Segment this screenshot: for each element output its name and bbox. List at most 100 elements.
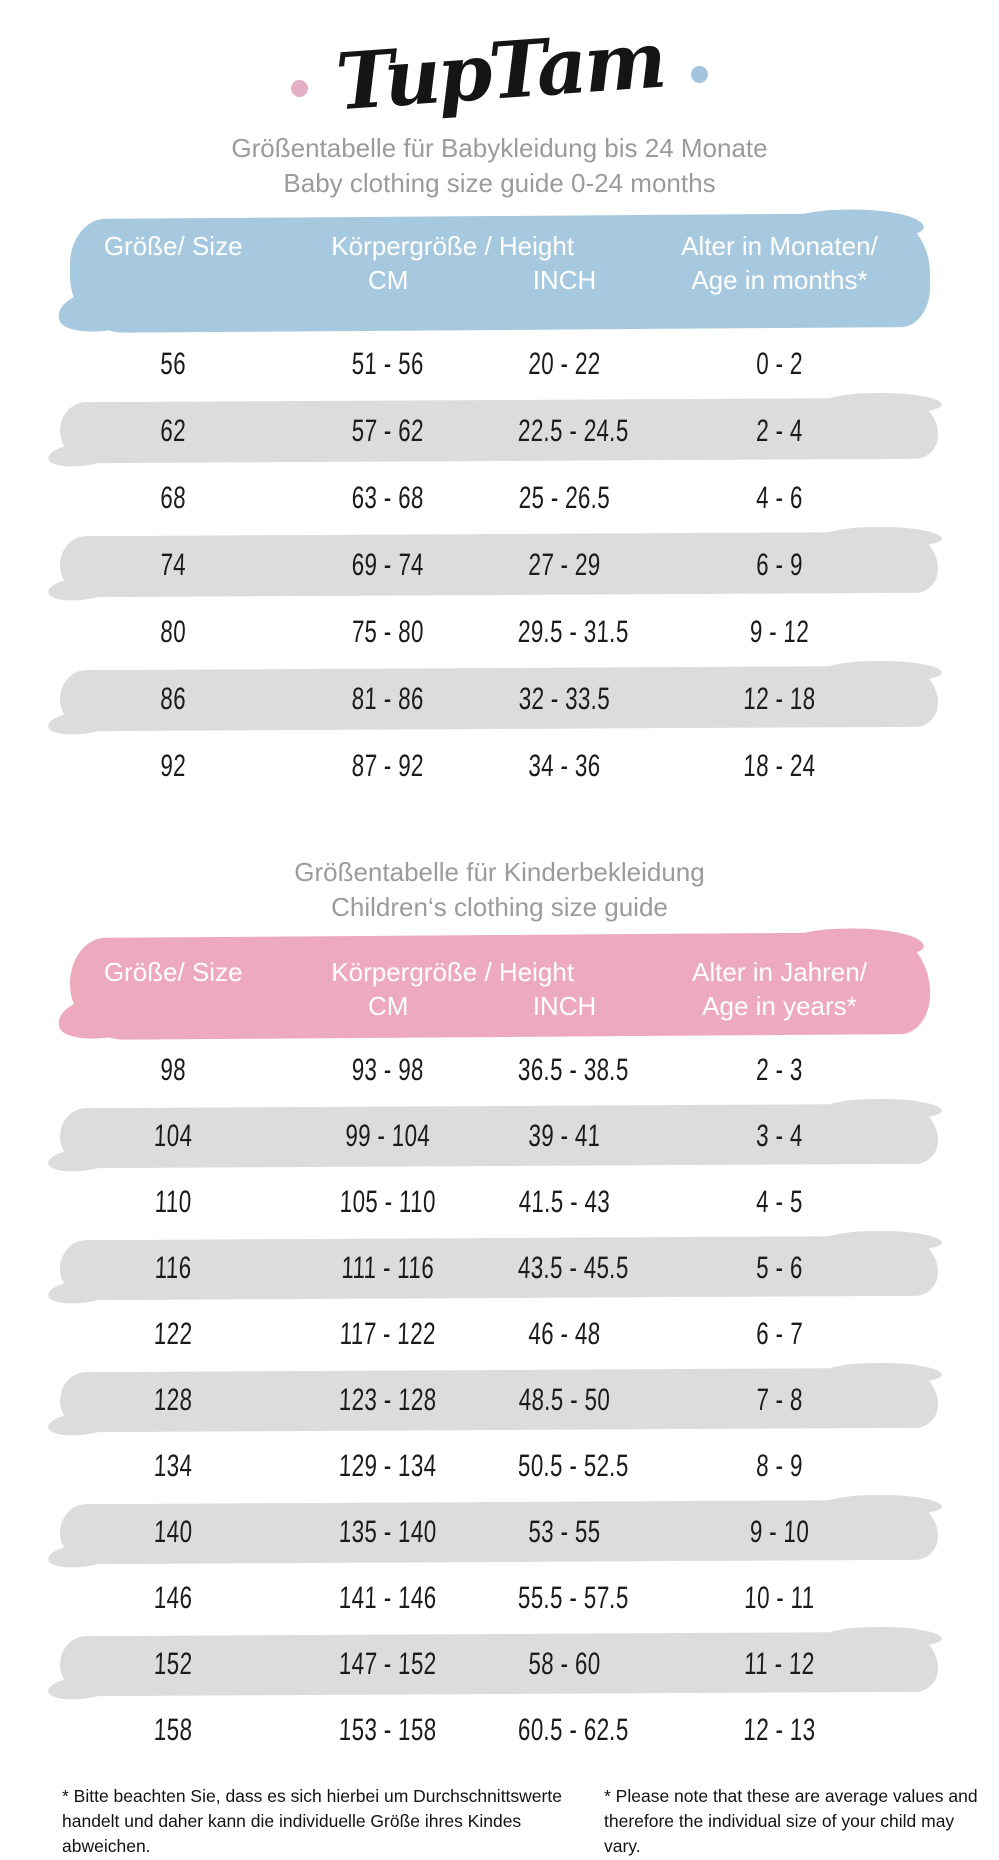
- table-row: 56 51 - 56 20 - 22 0 - 2: [70, 330, 930, 397]
- height-cm-cell: 135 - 140: [338, 1514, 438, 1549]
- height-inch-cell: 29.5 - 31.5: [517, 613, 630, 649]
- header-age-label-de: Alter in Monaten/: [681, 231, 878, 261]
- table-row: 140 135 - 140 53 - 55 9 - 10: [59, 1499, 939, 1565]
- height-cm-cell: 93 - 98: [351, 1052, 425, 1087]
- header-age-label-en: Age in years*: [702, 991, 857, 1021]
- size-cell: 74: [159, 546, 187, 582]
- height-inch-cell: 39 - 41: [527, 1118, 602, 1153]
- header-age-label-de: Alter in Jahren/: [692, 957, 867, 987]
- header-inch-label: INCH: [532, 265, 597, 295]
- table-row: 98 93 - 98 36.5 - 38.5 2 - 3: [70, 1037, 930, 1103]
- height-cm-cell: 57 - 62: [351, 412, 425, 448]
- size-cell: 128: [153, 1382, 194, 1417]
- table-row: 104 99 - 104 39 - 41 3 - 4: [59, 1103, 939, 1169]
- height-inch-cell: 20 - 22: [527, 345, 602, 381]
- height-inch-cell: 25 - 26.5: [518, 479, 611, 515]
- table-row: 146 141 - 146 55.5 - 57.5 10 - 11: [70, 1565, 930, 1631]
- table-row: 116 111 - 116 43.5 - 45.5 5 - 6: [59, 1235, 939, 1301]
- height-cm-cell: 123 - 128: [338, 1382, 438, 1417]
- size-cell: 158: [153, 1712, 194, 1747]
- size-cell: 134: [153, 1448, 194, 1483]
- height-inch-cell: 50.5 - 52.5: [517, 1448, 630, 1483]
- size-cell: 68: [159, 479, 187, 515]
- age-cell: 12 - 18: [742, 680, 817, 716]
- baby-table-body: 56 51 - 56 20 - 22 0 - 2 62 57 - 62 22.5…: [59, 330, 939, 799]
- age-cell: 4 - 5: [755, 1184, 804, 1219]
- height-cm-cell: 75 - 80: [351, 613, 425, 649]
- size-cell: 140: [153, 1514, 194, 1549]
- table-row: 92 87 - 92 34 - 36 18 - 24: [70, 732, 930, 799]
- table-row: 122 117 - 122 46 - 48 6 - 7: [70, 1301, 930, 1367]
- header-age-label-en: Age in months*: [691, 265, 868, 295]
- header-cm-label: CM: [367, 265, 409, 295]
- size-cell: 122: [153, 1316, 194, 1351]
- height-cm-cell: 81 - 86: [351, 680, 425, 716]
- age-cell: 4 - 6: [755, 479, 804, 515]
- baby-section-title: Größentabelle für Babykleidung bis 24 Mo…: [0, 131, 999, 201]
- height-inch-cell: 48.5 - 50: [518, 1382, 611, 1417]
- children-title-en: Children‘s clothing size guide: [331, 892, 668, 922]
- height-cm-cell: 69 - 74: [351, 546, 425, 582]
- table-row: 158 153 - 158 60.5 - 62.5 12 - 13: [70, 1697, 930, 1763]
- height-inch-cell: 36.5 - 38.5: [517, 1052, 630, 1087]
- header-size-label: Größe/ Size: [103, 231, 243, 261]
- height-cm-cell: 153 - 158: [338, 1712, 438, 1747]
- height-cm-cell: 117 - 122: [339, 1316, 437, 1351]
- age-cell: 8 - 9: [755, 1448, 804, 1483]
- blue-dot-icon: [691, 65, 709, 83]
- height-cm-cell: 87 - 92: [351, 747, 425, 783]
- header-inch-label: INCH: [532, 991, 597, 1021]
- height-cm-cell: 141 - 146: [338, 1580, 438, 1615]
- age-cell: 12 - 13: [742, 1712, 817, 1747]
- height-cm-cell: 111 - 116: [341, 1250, 436, 1285]
- height-cm-cell: 129 - 134: [338, 1448, 438, 1483]
- children-section-title: Größentabelle für Kinderbekleidung Child…: [0, 855, 999, 925]
- header-cm-label: CM: [367, 991, 409, 1021]
- height-inch-cell: 27 - 29: [527, 546, 602, 582]
- height-inch-cell: 43.5 - 45.5: [517, 1250, 630, 1285]
- age-cell: 2 - 3: [755, 1052, 804, 1087]
- baby-table-header: Größe/ Size Körpergröße / Height Alter i…: [69, 212, 931, 334]
- size-cell: 98: [159, 1052, 187, 1087]
- age-cell: 18 - 24: [742, 747, 817, 783]
- table-row: 86 81 - 86 32 - 33.5 12 - 18: [59, 665, 939, 732]
- height-inch-cell: 22.5 - 24.5: [517, 412, 630, 448]
- height-inch-cell: 60.5 - 62.5: [517, 1712, 630, 1747]
- size-cell: 80: [159, 613, 187, 649]
- age-cell: 9 - 12: [749, 613, 810, 649]
- table-row: 128 123 - 128 48.5 - 50 7 - 8: [59, 1367, 939, 1433]
- age-cell: 0 - 2: [755, 345, 804, 381]
- table-row: 134 129 - 134 50.5 - 52.5 8 - 9: [70, 1433, 930, 1499]
- height-inch-cell: 41.5 - 43: [518, 1184, 611, 1219]
- height-cm-cell: 63 - 68: [351, 479, 425, 515]
- age-cell: 7 - 8: [755, 1382, 804, 1417]
- size-cell: 86: [159, 680, 187, 716]
- baby-title-de: Größentabelle für Babykleidung bis 24 Mo…: [231, 133, 768, 163]
- pink-dot-icon: [290, 79, 308, 97]
- size-cell: 92: [159, 747, 187, 783]
- logo-text: TupTam: [332, 14, 667, 129]
- height-inch-cell: 58 - 60: [527, 1646, 602, 1681]
- age-cell: 5 - 6: [755, 1250, 804, 1285]
- table-row: 74 69 - 74 27 - 29 6 - 9: [59, 531, 939, 598]
- size-cell: 146: [153, 1580, 194, 1615]
- age-cell: 10 - 11: [743, 1580, 816, 1615]
- height-inch-cell: 32 - 33.5: [518, 680, 611, 716]
- height-inch-cell: 46 - 48: [527, 1316, 602, 1351]
- height-inch-cell: 55.5 - 57.5: [517, 1580, 630, 1615]
- height-cm-cell: 105 - 110: [339, 1184, 437, 1219]
- children-table-body: 98 93 - 98 36.5 - 38.5 2 - 3 104 99 - 10…: [59, 1037, 939, 1763]
- baby-title-en: Baby clothing size guide 0-24 months: [283, 168, 716, 198]
- size-cell: 62: [159, 412, 187, 448]
- header-height-label: Körpergröße / Height: [331, 231, 575, 261]
- size-cell: 116: [154, 1250, 193, 1285]
- height-inch-cell: 34 - 36: [527, 747, 602, 783]
- children-table-header: Größe/ Size Körpergröße / Height Alter i…: [69, 931, 931, 1041]
- height-inch-cell: 53 - 55: [527, 1514, 602, 1549]
- size-cell: 104: [153, 1118, 194, 1153]
- header-height-label: Körpergröße / Height: [331, 957, 575, 987]
- table-row: 110 105 - 110 41.5 - 43 4 - 5: [70, 1169, 930, 1235]
- height-cm-cell: 147 - 152: [338, 1646, 438, 1681]
- height-cm-cell: 51 - 56: [351, 345, 425, 381]
- header-size-label: Größe/ Size: [103, 957, 243, 987]
